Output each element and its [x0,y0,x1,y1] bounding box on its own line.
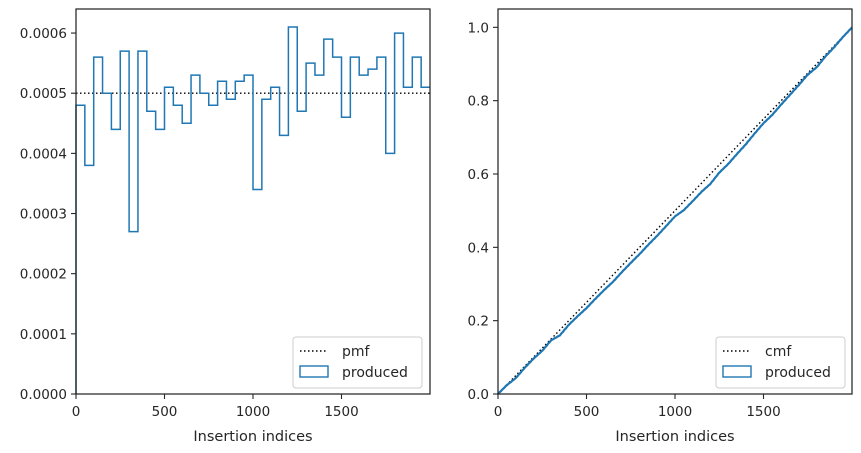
pmf-y-tick-label: 0.0006 [20,26,67,42]
cmf-frame [497,8,853,395]
produced-cumulative-line [497,26,853,395]
cmf-legend-produced-label: produced [765,365,831,381]
cmf-legend-box [715,336,846,389]
pmf-legend-pmf-label: pmf [342,344,371,360]
cmf-x-tick-label: 0 [494,404,503,420]
cmf-legend-produced-swatch [722,365,752,378]
pmf-y-tick-label: 0.0002 [20,267,67,283]
pmf-x-axis-label: Insertion indices [193,429,312,445]
pmf-y-tick-label: 0.0001 [20,327,67,343]
cmf-y-tick-label: 1.0 [468,20,489,36]
pmf-x-tick-label: 0 [72,404,81,420]
pmf-y-tick-label: 0.0003 [20,207,67,223]
cmf-y-ticks: 0.0 0.2 0.4 0.6 0.8 1.0 [468,20,498,403]
cmf-x-tick-label: 1000 [658,404,692,420]
cmf-x-axis-label: Insertion indices [615,429,734,445]
cmf-y-tick-label: 0.6 [468,167,489,183]
pmf-legend-produced-swatch [299,365,329,378]
pmf-legend: pmf produced [292,336,423,389]
cmf-x-tick-label: 500 [574,404,600,420]
pmf-x-tick-label: 500 [152,404,178,420]
cmf-y-tick-label: 0.4 [468,240,489,256]
cmf-x-tick-label: 1500 [746,404,780,420]
cmf-line [497,26,853,395]
cmf-panel: 0 500 1000 1500 0.0 0.2 0.4 0.6 0.8 1.0 Insertio… [468,8,853,445]
pmf-legend-box [292,336,423,389]
cmf-legend-cmf-label: cmf [765,344,792,360]
pmf-legend-produced-label: produced [342,365,408,381]
produced-histogram-step [75,26,430,394]
pmf-y-ticks: 0.0000 0.0001 0.0002 0.0003 0.0004 0.0005 0.00… [20,26,76,403]
pmf-y-tick-label: 0.0004 [20,146,67,162]
pmf-x-ticks: 0 500 1000 1500 [72,394,359,420]
pmf-plot-area [75,26,430,394]
pmf-y-tick-label: 0.0000 [20,387,67,403]
cmf-x-ticks: 0 500 1000 1500 [494,394,781,420]
pmf-x-tick-label: 1500 [324,404,358,420]
cmf-y-tick-label: 0.0 [468,387,489,403]
cmf-y-tick-label: 0.2 [468,314,489,330]
cmf-plot-area [497,26,853,395]
cmf-y-tick-label: 0.8 [468,94,489,110]
pmf-y-tick-label: 0.0005 [20,86,67,102]
cmf-legend: cmf produced [715,336,846,389]
pmf-panel: 0 500 1000 1500 0.00000.00010.00020.00030.0… [20,8,431,445]
pmf-x-tick-label: 1000 [236,404,270,420]
